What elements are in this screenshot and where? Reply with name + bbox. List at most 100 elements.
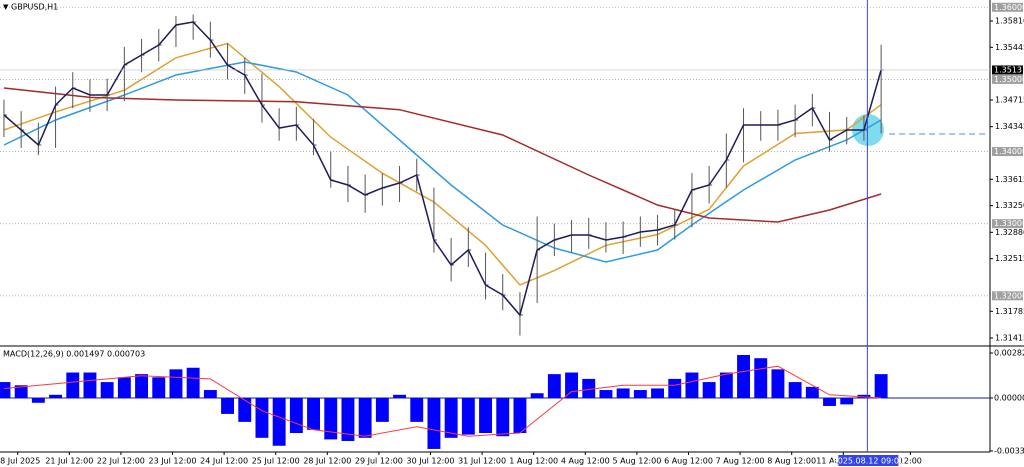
indicator-title: MACD(12,26,9) 0.001497 0.000703 [3,350,145,359]
x-tick-label: 18 Jul 2025 [0,457,40,466]
histogram-bar [496,398,510,437]
level-label: 1.33000 [994,219,1024,228]
histogram-bar [719,372,733,399]
histogram-bar [49,394,63,399]
level-label-bg [992,2,1023,12]
x-tick-label: 31 Jul 12:00 [458,457,506,466]
histogram-bar [530,393,544,399]
histogram-bar [857,394,871,399]
histogram-bar [324,398,338,440]
x-tick-label: 23 Jul 12:00 [149,457,197,466]
histogram-bar [358,398,372,438]
histogram-bar [874,374,888,399]
histogram-bar [754,358,768,399]
histogram-bar [599,390,613,399]
histogram-bar [823,398,836,406]
histogram-bar [444,398,458,438]
histogram-bar [221,398,234,414]
close-line [3,21,882,317]
histogram-bar [633,390,647,399]
moving-average [3,87,882,223]
histogram-bar [547,374,561,399]
histogram-bar [788,382,802,399]
x-tick-label: 6 Aug 12:00 [664,457,713,466]
menu-arrow: ▼ [3,3,9,11]
level-label: 1.32000 [994,291,1024,300]
histogram-bar [117,377,131,399]
x-tick-label: 29 Jul 12:00 [355,457,403,466]
moving-average [3,42,882,286]
histogram-bar [737,355,750,399]
histogram-bar [427,398,441,449]
histogram-bar [513,398,527,434]
histogram-bar [668,378,682,399]
level-label-bg [992,219,1023,229]
histogram-bar [135,374,149,399]
y-tick-label: 1.31785 [995,307,1024,316]
histogram-bar [83,372,97,399]
x-tick-label: 7 Aug 12:00 [716,457,765,466]
histogram-bar [31,398,45,403]
x-tick-label: 5 Aug 12:00 [612,457,661,466]
x-tick-label: 8 Aug 12:00 [767,457,816,466]
histogram-bar [341,398,355,441]
histogram-bar [840,398,854,405]
histogram-bar [410,398,424,422]
histogram-bar [375,398,389,422]
crosshair-label: 2025.08.12 09:00 [833,457,904,466]
histogram-bar [289,398,303,434]
histogram-bar [238,398,252,422]
histogram-bar [771,369,785,399]
y-tick-label: 1.33250 [995,201,1024,210]
y-tick-label: 1.35810 [995,16,1024,25]
histogram-bar [702,382,716,399]
x-tick-label: 24 Jul 12:00 [200,457,248,466]
x-tick-label: 12:00 [899,457,922,466]
symbol-title: GBPUSD,H1 [11,3,58,12]
y-tick-label: 1.35445 [995,43,1024,52]
y-tick-label: 0.002827 [994,348,1024,357]
histogram-bar [651,388,664,399]
histogram-bar [272,398,286,446]
histogram-bar [582,378,596,399]
moving-average [3,61,882,263]
y-tick-label: 1.32515 [995,254,1024,263]
level-label: 1.36000 [994,3,1024,12]
y-tick-label: 1.31415 [995,334,1024,343]
histogram-bar [100,382,114,399]
histogram-bar [393,394,406,399]
highlight-circle [852,114,884,146]
y-tick-label: -0.003327 [994,446,1024,455]
y-tick-label: 0.000000 [994,394,1024,403]
histogram-bar [66,372,80,399]
x-tick-label: 21 Jul 12:00 [45,457,93,466]
histogram-bar [186,367,200,399]
x-tick-label: 4 Aug 12:00 [561,457,610,466]
histogram-bar [685,372,699,399]
y-tick-label: 1.32880 [995,228,1024,237]
histogram-bar [479,398,492,434]
histogram-bar [255,398,269,438]
x-tick-label: 30 Jul 12:00 [407,457,455,466]
level-label-bg [992,147,1023,157]
y-tick-label: 1.34345 [995,122,1024,131]
y-tick-label: 1.33615 [995,175,1024,184]
x-tick-label: 28 Jul 12:00 [303,457,351,466]
signal-line [3,365,882,437]
level-label: 1.34000 [994,147,1024,156]
histogram-bar [0,382,11,399]
histogram-bar [152,377,166,399]
y-tick-label: 1.34715 [995,95,1024,104]
x-tick-label: 22 Jul 12:00 [97,457,145,466]
histogram-bar [805,386,819,399]
crosshair-label-bg [838,455,899,466]
level-label: 1.35000 [994,75,1024,84]
histogram-bar [14,385,28,399]
histogram-bar [169,369,183,399]
last-price-bg [992,65,1023,75]
x-tick-label: 1 Aug 12:00 [509,457,558,466]
level-label-bg [992,291,1023,301]
